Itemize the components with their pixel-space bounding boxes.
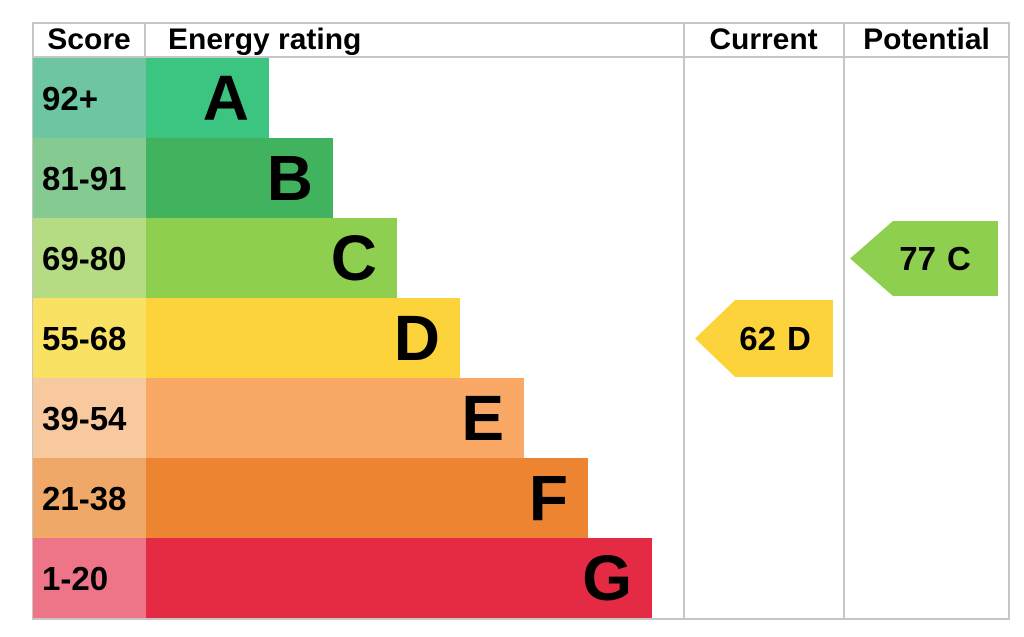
band-score-cell: 1-20: [33, 538, 146, 618]
band-letter: D: [393, 302, 440, 374]
band-letter: A: [202, 62, 249, 134]
potential-arrow: 77 C: [850, 221, 998, 296]
band-score-cell: 81-91: [33, 138, 146, 218]
potential-band-letter: C: [946, 240, 971, 277]
band-bar: F: [146, 458, 588, 538]
grid-line-top: [33, 22, 1010, 24]
band-row-g: 1-20 G: [33, 538, 652, 618]
column-header-score: Score: [47, 23, 131, 56]
column-header-energy-rating: Energy rating: [168, 23, 362, 56]
band-row-d: 55-68 D: [33, 298, 652, 378]
band-row-c: 69-80 C: [33, 218, 652, 298]
column-header-current: Current: [709, 23, 818, 56]
band-score-label: 69-80: [42, 239, 127, 277]
current-score-value: 62: [739, 320, 776, 357]
band-bar: A: [146, 58, 269, 138]
band-letter: B: [266, 142, 313, 214]
band-letter: F: [528, 462, 568, 534]
band-letter: C: [330, 222, 377, 294]
column-header-potential: Potential: [863, 23, 990, 56]
band-score-label: 55-68: [42, 319, 127, 357]
grid-line-right: [1008, 22, 1010, 620]
band-row-b: 81-91 B: [33, 138, 652, 218]
band-score-cell: 55-68: [33, 298, 146, 378]
band-bar: G: [146, 538, 652, 618]
band-score-label: 39-54: [42, 399, 127, 437]
grid-line-header-bottom: [33, 56, 1010, 58]
band-score-label: 21-38: [42, 479, 127, 517]
band-bar: E: [146, 378, 524, 458]
potential-score-value: 77: [899, 240, 936, 277]
grid-line-potential-divider: [843, 22, 845, 620]
band-score-label: 92+: [42, 79, 98, 117]
band-score-cell: 69-80: [33, 218, 146, 298]
current-arrow: 62 D: [695, 300, 833, 377]
band-score-label: 81-91: [42, 159, 127, 197]
band-row-a: 92+ A: [33, 58, 652, 138]
band-score-cell: 39-54: [33, 378, 146, 458]
band-row-f: 21-38 F: [33, 458, 652, 538]
band-bar: B: [146, 138, 333, 218]
band-letter: E: [461, 382, 504, 454]
band-score-cell: 21-38: [33, 458, 146, 538]
band-bar: C: [146, 218, 397, 298]
current-band-letter: D: [786, 320, 811, 357]
band-row-e: 39-54 E: [33, 378, 652, 458]
band-rows: 92+ A 81-91 B 69-80 C 55-68 D 39-54 E 21…: [33, 58, 652, 618]
grid-line-bottom: [33, 618, 1010, 620]
band-bar: D: [146, 298, 460, 378]
grid-line-current-divider: [683, 22, 685, 620]
band-letter: G: [582, 542, 632, 614]
band-score-label: 1-20: [42, 559, 109, 597]
band-score-cell: 92+: [33, 58, 146, 138]
